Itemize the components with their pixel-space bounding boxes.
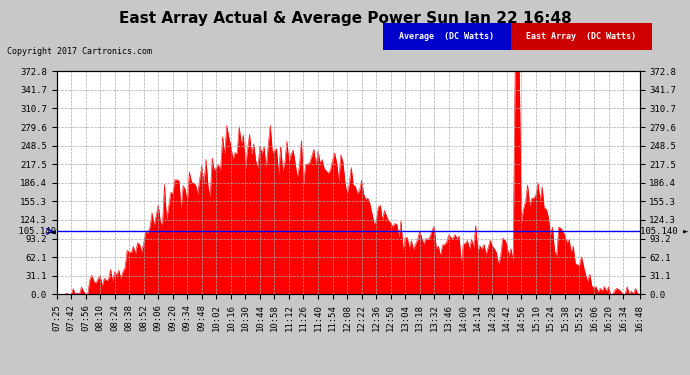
Text: East Array Actual & Average Power Sun Jan 22 16:48: East Array Actual & Average Power Sun Ja… <box>119 11 571 26</box>
Text: 105.140: 105.140 <box>13 227 56 236</box>
Text: ◄: ◄ <box>50 226 56 237</box>
Text: East Array  (DC Watts): East Array (DC Watts) <box>526 32 636 41</box>
Text: 105.140 ►: 105.140 ► <box>640 227 689 236</box>
Text: Average  (DC Watts): Average (DC Watts) <box>400 32 494 41</box>
Text: Copyright 2017 Cartronics.com: Copyright 2017 Cartronics.com <box>7 47 152 56</box>
